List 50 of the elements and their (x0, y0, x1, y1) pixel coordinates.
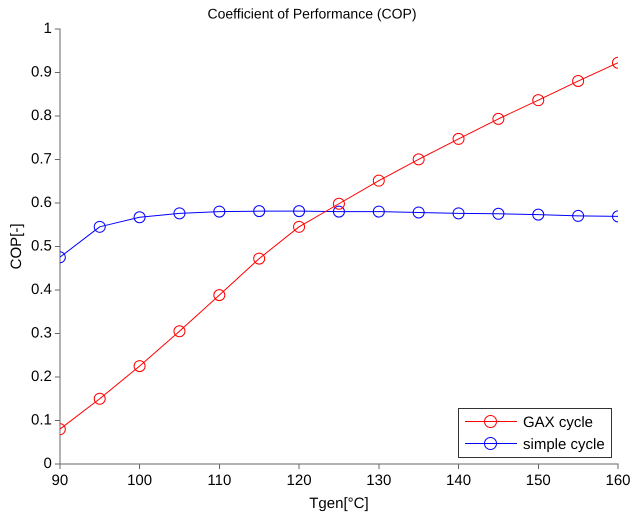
x-axis-title: Tgen[°C] (309, 495, 369, 512)
x-tick-label: 90 (52, 472, 68, 490)
y-tick-label: 0.9 (30, 63, 52, 80)
x-tick-label: 100 (127, 472, 152, 490)
point (253, 205, 266, 218)
point (492, 208, 504, 220)
point (572, 210, 584, 222)
point (332, 198, 345, 210)
point (372, 174, 385, 187)
point (532, 94, 544, 106)
legend-label: GAX cycle (523, 414, 594, 430)
point (94, 220, 106, 233)
point (532, 208, 544, 221)
x-tick-label: 130 (366, 472, 392, 490)
y-tick-label: 0.4 (30, 281, 52, 298)
point (94, 392, 106, 405)
legend-label: simple cycle (523, 436, 605, 452)
point (492, 112, 504, 125)
point (173, 207, 186, 220)
point (412, 153, 425, 166)
point (253, 252, 266, 265)
point (134, 360, 146, 372)
point (332, 206, 345, 218)
y-tick-label: 0.1 (30, 412, 52, 429)
x-tick-label: 120 (286, 472, 312, 490)
point (173, 325, 186, 338)
point (213, 289, 226, 302)
point (372, 206, 385, 218)
point (213, 206, 226, 218)
point (134, 211, 146, 224)
point (412, 206, 425, 218)
point (293, 220, 306, 233)
x-tick-label: 150 (526, 472, 551, 490)
x-tick-label: 160 (605, 472, 631, 490)
x-tick-label: 140 (446, 472, 472, 490)
y-tick-label: 0.6 (30, 194, 52, 212)
y-tick-label: 0.2 (30, 368, 52, 386)
point (572, 75, 584, 88)
chart-title: Coefficient of Performance (COP) (207, 5, 417, 22)
point (293, 205, 306, 218)
y-tick-label: 1 (44, 20, 52, 37)
y-axis-title: COP[-] (8, 223, 26, 270)
point (452, 207, 465, 220)
x-tick-label: 110 (207, 472, 232, 490)
y-tick-label: 0.8 (30, 106, 52, 124)
y-tick-label: 0.3 (30, 324, 52, 342)
y-tick-label: 0 (44, 455, 52, 472)
y-tick-label: 0.5 (30, 238, 52, 255)
point (452, 132, 465, 145)
y-tick-label: 0.7 (30, 150, 52, 168)
